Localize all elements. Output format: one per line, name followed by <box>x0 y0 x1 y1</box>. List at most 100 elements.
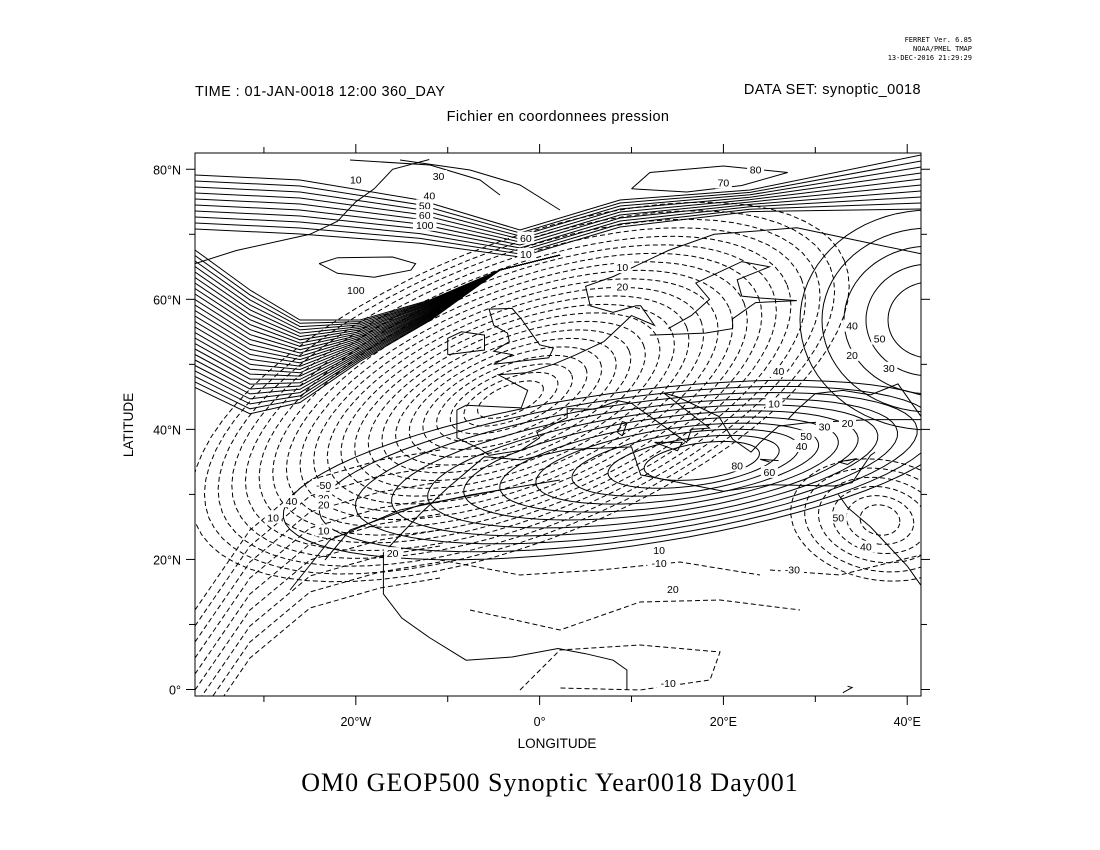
contour-label-bg <box>650 543 668 556</box>
contour-label: 60 <box>419 210 431 222</box>
high-contour <box>282 379 921 561</box>
trough-contour <box>463 371 559 427</box>
coastlines <box>195 159 921 694</box>
contour-label: 10 <box>350 174 362 186</box>
contour-label-bg <box>816 420 834 433</box>
ne-high-contour <box>887 282 921 358</box>
arctic-contour <box>195 172 921 240</box>
coastline-sicily <box>654 441 683 452</box>
coastline-lake <box>842 685 854 694</box>
stamp-org: NOAA/PMEL TMAP <box>912 45 972 53</box>
y-tick-label: 0° <box>169 683 181 697</box>
contour-label: 20 <box>846 350 858 362</box>
x-tick-label: 40°E <box>894 715 921 729</box>
high-contour <box>354 391 918 545</box>
contour-label-bg <box>747 163 765 176</box>
contour-label: 40 <box>286 496 298 508</box>
contour-label: 40 <box>796 441 808 453</box>
map-subtitle: Fichier en coordonnees pression <box>446 109 670 125</box>
contour-label-bg <box>420 189 438 202</box>
dashed-contour <box>195 529 441 691</box>
dashed-contour <box>439 559 761 576</box>
contour-label: 100 <box>347 285 365 297</box>
contour-label: -10 <box>651 558 666 570</box>
contour-label-bg <box>838 417 856 430</box>
coastline-britain <box>488 307 555 365</box>
x-tick-label: 20°W <box>340 715 371 729</box>
contour-label: 50 <box>419 200 431 212</box>
trough-contour <box>326 286 705 505</box>
coastline-crete <box>760 458 779 463</box>
contour-label-bg <box>613 261 631 274</box>
contour-label: 60 <box>520 233 532 245</box>
contour-label: -50 <box>316 480 331 492</box>
trough-contour <box>272 252 763 536</box>
dashed-contour <box>223 577 441 696</box>
trough-contour <box>436 354 588 443</box>
contour-label: 40 <box>773 366 785 378</box>
time-label: TIME : 01-JAN-0018 12:00 360_DAY <box>195 84 446 100</box>
contour-label-bg <box>829 511 847 524</box>
contour-label: 60 <box>764 467 776 479</box>
contour-label-bg <box>843 348 861 361</box>
contour-label-bg <box>517 231 535 244</box>
y-tick-label: 20°N <box>153 553 181 567</box>
contour-label-bg <box>430 170 448 183</box>
contour-label-bg <box>416 209 434 222</box>
coastline-black-sea <box>787 383 921 420</box>
dashed-contour <box>519 644 721 691</box>
trough-contour <box>313 278 719 513</box>
dashed-contour <box>195 465 441 627</box>
jet-contour <box>195 254 561 415</box>
coastline-iceland <box>318 256 417 278</box>
contour-label-bg <box>797 430 815 443</box>
trough-contour <box>217 218 821 567</box>
trough-contour <box>354 303 675 489</box>
arctic-contour <box>195 190 921 249</box>
contour-label-bg <box>770 365 788 378</box>
coastline-svalbard <box>631 165 788 193</box>
jet-contour <box>195 254 561 324</box>
y-tick-label: 40°N <box>153 423 181 437</box>
contour-label: 80 <box>750 165 762 177</box>
contour <box>349 159 501 196</box>
contour <box>399 159 561 211</box>
contour-label-bg <box>857 540 875 553</box>
contour-label-bg <box>264 511 282 524</box>
ferret-stamp: FERRET Ver. 6.85 NOAA/PMEL TMAP 13-DEC-2… <box>888 36 972 63</box>
contour-label-bg <box>728 459 746 472</box>
contour-label: 80 <box>731 460 743 472</box>
contour-label: 20 <box>318 499 330 511</box>
contour-label: 10 <box>768 399 780 411</box>
contour-label-bg <box>384 547 402 560</box>
contour-label-bg <box>315 524 333 537</box>
contour-label-bg <box>315 498 333 511</box>
contour-label: 10 <box>616 262 628 274</box>
contour-label-bg <box>647 556 671 569</box>
contour-label-bg <box>412 218 437 231</box>
high-contour <box>643 440 760 481</box>
trough-contour <box>381 320 646 474</box>
x-axis-label: LONGITUDE <box>518 736 597 751</box>
contour-label-bg <box>656 677 681 690</box>
contour-label: 50 <box>832 512 844 524</box>
bottom-title: OM0 GEOP500 Synoptic Year0018 Day001 <box>301 768 799 797</box>
y-tick-label: 80°N <box>153 163 181 177</box>
contour-label-bg <box>416 199 434 212</box>
stamp-version: FERRET Ver. 6.85 <box>904 36 972 44</box>
trough-contour <box>340 295 690 497</box>
contour-label-bg <box>714 176 732 189</box>
contour-label: 20 <box>842 418 854 430</box>
contour-label: 20 <box>616 282 628 294</box>
contour-label-bg <box>871 332 889 345</box>
trough-contour <box>367 312 661 482</box>
high-contour <box>463 410 859 521</box>
trough-contour <box>449 363 574 435</box>
contour-label-bg <box>664 582 682 595</box>
contour-label-bg <box>780 563 805 576</box>
contour-label-bg <box>760 465 778 478</box>
trough-contour <box>395 329 632 466</box>
coastline-sardinia <box>617 420 628 437</box>
